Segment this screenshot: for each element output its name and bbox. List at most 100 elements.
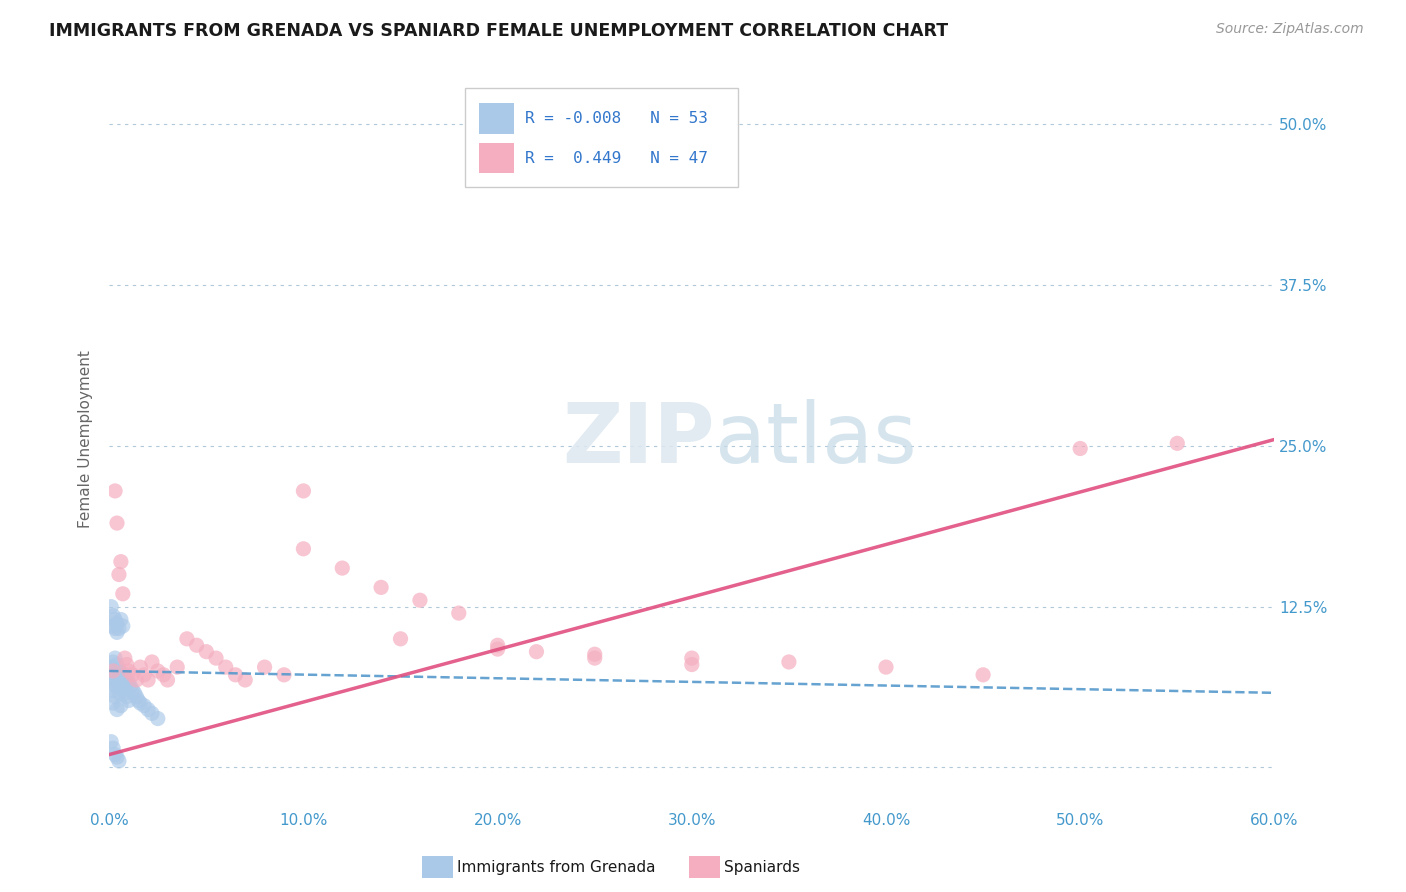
Point bbox=[100, 660, 122, 674]
Point bbox=[125, 690, 148, 704]
Point bbox=[152, 668, 174, 682]
Point bbox=[146, 712, 169, 726]
Point bbox=[486, 642, 509, 657]
Point bbox=[118, 675, 141, 690]
Point bbox=[105, 680, 128, 694]
Point bbox=[136, 702, 159, 716]
Point bbox=[136, 673, 159, 687]
Point bbox=[129, 660, 152, 674]
Point bbox=[101, 655, 124, 669]
Point bbox=[273, 668, 295, 682]
Point bbox=[108, 567, 131, 582]
Point bbox=[101, 741, 124, 756]
Point bbox=[111, 681, 134, 695]
Point bbox=[778, 655, 800, 669]
Point bbox=[127, 693, 149, 707]
Point bbox=[389, 632, 412, 646]
Point bbox=[134, 668, 156, 682]
Point bbox=[121, 668, 143, 682]
Point bbox=[111, 587, 134, 601]
Point bbox=[111, 619, 134, 633]
Bar bbox=[478, 143, 513, 173]
Text: IMMIGRANTS FROM GRENADA VS SPANIARD FEMALE UNEMPLOYMENT CORRELATION CHART: IMMIGRANTS FROM GRENADA VS SPANIARD FEMA… bbox=[49, 22, 948, 40]
Point bbox=[105, 516, 128, 530]
Point bbox=[972, 668, 994, 682]
Point bbox=[176, 632, 198, 646]
Point bbox=[100, 677, 122, 691]
Point bbox=[583, 651, 606, 665]
Point bbox=[101, 696, 124, 710]
Point bbox=[292, 541, 315, 556]
Point bbox=[121, 683, 143, 698]
Point bbox=[108, 622, 131, 636]
Text: atlas: atlas bbox=[716, 399, 917, 480]
Point bbox=[115, 673, 138, 687]
Point bbox=[105, 668, 128, 682]
Point bbox=[104, 664, 127, 678]
Point bbox=[205, 651, 228, 665]
Point bbox=[370, 580, 392, 594]
Point bbox=[104, 613, 127, 627]
Point bbox=[101, 683, 124, 698]
Point bbox=[110, 675, 132, 690]
Point bbox=[105, 702, 128, 716]
Point bbox=[1166, 436, 1188, 450]
Point bbox=[105, 625, 128, 640]
Point bbox=[115, 690, 138, 704]
Point bbox=[108, 686, 131, 700]
Point bbox=[114, 686, 136, 700]
Point bbox=[486, 638, 509, 652]
Point bbox=[111, 668, 134, 682]
Point bbox=[330, 561, 353, 575]
Point bbox=[110, 555, 132, 569]
Point bbox=[1069, 442, 1091, 456]
Point bbox=[104, 483, 127, 498]
Point bbox=[156, 673, 179, 687]
Point bbox=[253, 660, 276, 674]
Text: R = -0.008   N = 53: R = -0.008 N = 53 bbox=[526, 111, 709, 126]
Point bbox=[195, 645, 218, 659]
Y-axis label: Female Unemployment: Female Unemployment bbox=[79, 351, 93, 528]
Point bbox=[875, 660, 897, 674]
Point bbox=[105, 657, 128, 672]
Point bbox=[146, 664, 169, 678]
Point bbox=[681, 657, 703, 672]
Point bbox=[104, 690, 127, 704]
Point bbox=[186, 638, 208, 652]
Point bbox=[101, 608, 124, 623]
Point bbox=[141, 706, 163, 721]
Point bbox=[224, 668, 246, 682]
Point bbox=[108, 754, 131, 768]
Text: R =  0.449   N = 47: R = 0.449 N = 47 bbox=[526, 151, 709, 166]
Point bbox=[110, 665, 132, 680]
Text: Spaniards: Spaniards bbox=[724, 860, 800, 874]
Point bbox=[141, 655, 163, 669]
Point bbox=[409, 593, 432, 607]
Point bbox=[681, 651, 703, 665]
Point bbox=[110, 698, 132, 713]
FancyBboxPatch shape bbox=[464, 87, 738, 186]
Text: Source: ZipAtlas.com: Source: ZipAtlas.com bbox=[1216, 22, 1364, 37]
Point bbox=[115, 657, 138, 672]
Point bbox=[100, 599, 122, 614]
Point bbox=[110, 613, 132, 627]
Point bbox=[101, 664, 124, 678]
Point bbox=[100, 734, 122, 748]
Point bbox=[447, 606, 470, 620]
Point bbox=[104, 651, 127, 665]
Point bbox=[101, 670, 124, 684]
Point bbox=[583, 647, 606, 661]
Point bbox=[526, 645, 548, 659]
Point bbox=[118, 693, 141, 707]
Point bbox=[120, 680, 142, 694]
Point bbox=[118, 664, 141, 678]
Point bbox=[101, 619, 124, 633]
Point bbox=[292, 483, 315, 498]
Point bbox=[108, 673, 131, 687]
Point bbox=[129, 696, 152, 710]
Point bbox=[108, 663, 131, 677]
Point bbox=[104, 673, 127, 687]
Point bbox=[105, 750, 128, 764]
Point bbox=[134, 698, 156, 713]
Point bbox=[233, 673, 256, 687]
